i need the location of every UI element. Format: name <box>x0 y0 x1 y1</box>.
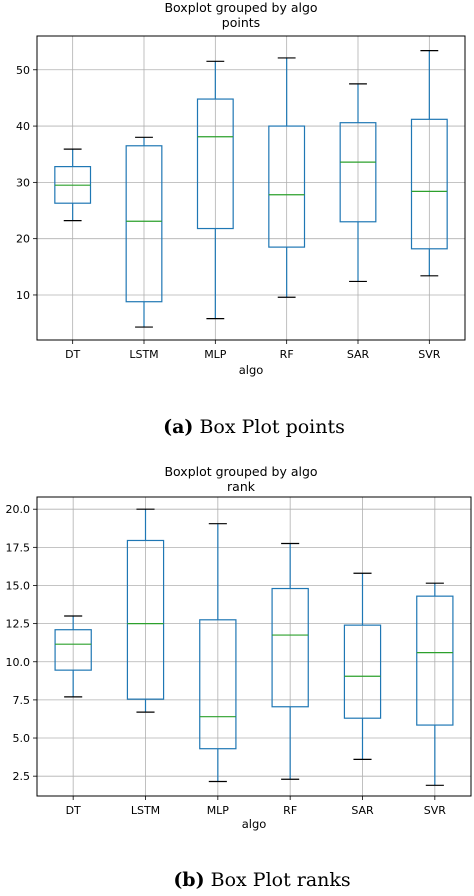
box-body <box>199 619 237 750</box>
x-axis-label: algo <box>239 363 264 377</box>
box-rf <box>271 542 309 780</box>
plot-frame <box>36 35 466 341</box>
chart-subtitle: rank <box>227 479 256 494</box>
y-tick-label: 7.5 <box>13 694 31 707</box>
box-mlp <box>199 523 237 783</box>
box-body <box>343 624 382 719</box>
box-body <box>126 539 165 700</box>
y-tick-label: 10.0 <box>6 656 31 669</box>
caption-a: (a) Box Plot points <box>163 416 345 438</box>
caption-a-label: (a) <box>163 416 193 438</box>
x-tick-label: SVR <box>424 804 447 817</box>
x-axis-label: algo <box>242 817 267 831</box>
y-tick-label: 2.5 <box>13 770 31 783</box>
box-body <box>416 595 454 726</box>
box-body <box>196 98 234 230</box>
box-svr <box>410 50 448 277</box>
gridlines <box>37 497 471 796</box>
boxes <box>54 508 454 786</box>
gridlines <box>37 36 465 340</box>
box-body <box>271 587 309 708</box>
caption-b-text: Box Plot ranks <box>211 869 351 891</box>
y-tick-label: 20.0 <box>6 503 31 516</box>
box-sar <box>339 83 377 283</box>
x-tick-label: SAR <box>351 804 374 817</box>
box-body <box>339 122 377 223</box>
x-tick-label: MLP <box>204 348 227 361</box>
y-tick-label: 40 <box>16 120 30 133</box>
box-dt <box>54 615 92 698</box>
box-body <box>54 629 92 671</box>
y-tick-label: 15.0 <box>6 579 31 592</box>
y-tick-label: 12.5 <box>6 618 31 631</box>
x-tick-label: SAR <box>347 348 370 361</box>
y-tick-label: 10 <box>16 289 30 302</box>
x-tick-label: SVR <box>418 348 441 361</box>
box-sar <box>343 572 382 760</box>
x-tick-label: DT <box>65 348 80 361</box>
y-tick-label: 5.0 <box>13 732 31 745</box>
x-tick-label: RF <box>283 804 297 817</box>
box-lstm <box>126 508 165 713</box>
chart-points: Boxplot grouped by algo points 10 20 30 40 5… <box>16 0 466 438</box>
y-tick-label: 17.5 <box>6 541 31 554</box>
box-svr <box>416 582 454 786</box>
chart-rank: Boxplot grouped by algo rank 2.5 5.0 7.5 10… <box>6 464 472 891</box>
caption-a-text: Box Plot points <box>199 416 344 438</box>
box-body <box>125 145 163 303</box>
box-body <box>268 125 306 248</box>
tick-labels: 10 20 30 40 50 DT LSTM MLP RF SAR SVR <box>16 64 441 361</box>
chart-subtitle: points <box>222 15 260 30</box>
caption-b-label: (b) <box>173 869 204 891</box>
box-body <box>410 118 448 250</box>
y-tick-label: 30 <box>16 176 30 189</box>
box-rf <box>268 57 306 298</box>
x-tick-label: MLP <box>207 804 230 817</box>
boxes <box>54 50 448 328</box>
box-lstm <box>125 136 163 328</box>
x-tick-label: LSTM <box>129 348 158 361</box>
x-tick-label: DT <box>66 804 81 817</box>
y-tick-label: 50 <box>16 64 30 77</box>
plot-frame <box>36 496 472 797</box>
box-dt <box>54 148 92 222</box>
tick-labels: 2.5 5.0 7.5 10.0 12.5 15.0 17.5 20.0 DT LSTM MLP RF… <box>6 503 447 817</box>
y-tick-label: 20 <box>16 233 30 246</box>
x-tick-label: LSTM <box>131 804 160 817</box>
box-mlp <box>196 60 234 320</box>
x-tick-label: RF <box>280 348 294 361</box>
caption-b: (b) Box Plot ranks <box>173 869 350 891</box>
chart-title: Boxplot grouped by algo <box>164 0 317 15</box>
chart-title: Boxplot grouped by algo <box>164 464 317 479</box>
